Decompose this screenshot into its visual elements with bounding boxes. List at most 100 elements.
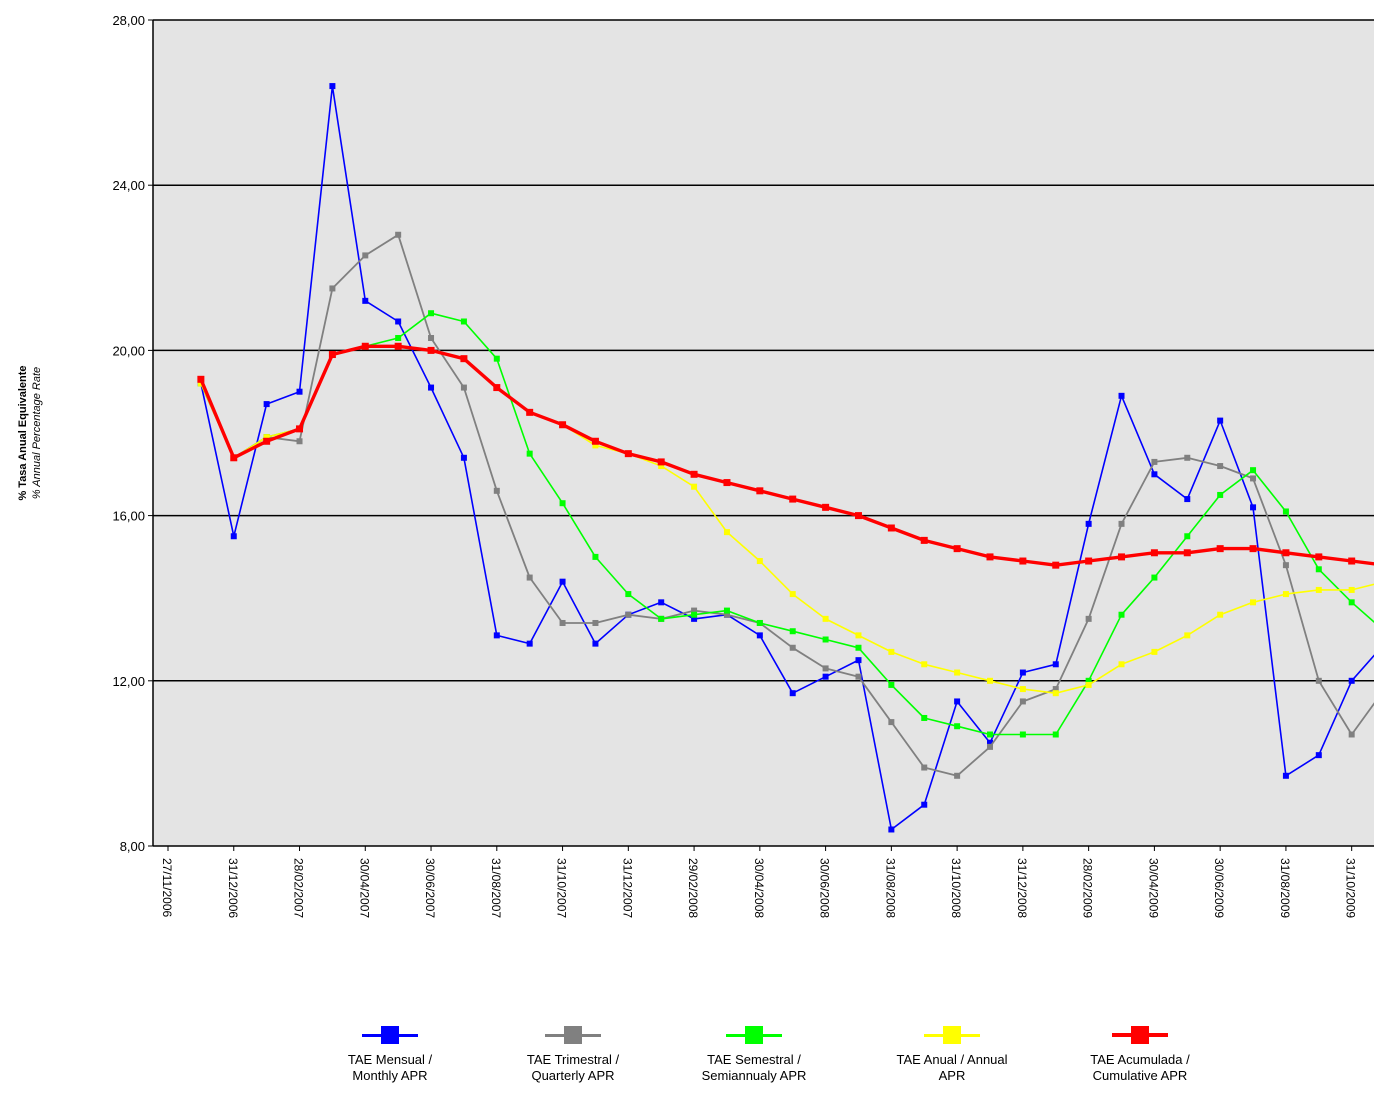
data-point bbox=[329, 83, 336, 90]
data-point bbox=[691, 483, 698, 490]
data-point bbox=[789, 628, 796, 635]
data-point bbox=[1282, 549, 1290, 557]
x-tick-label: 30/06/2009 bbox=[1212, 858, 1226, 918]
x-tick-label: 31/12/2006 bbox=[226, 858, 240, 918]
data-point bbox=[526, 450, 533, 457]
data-point bbox=[789, 495, 797, 503]
data-point bbox=[1150, 549, 1158, 557]
data-point bbox=[559, 421, 567, 429]
data-point bbox=[263, 401, 270, 408]
data-point bbox=[855, 673, 862, 680]
data-point bbox=[1282, 508, 1289, 515]
data-point bbox=[362, 252, 369, 259]
y-axis-ticks: 8,00 12,00 16,00 20,00 24,00 28,00 bbox=[112, 13, 153, 854]
data-point bbox=[987, 739, 993, 746]
data-point bbox=[723, 607, 730, 614]
data-point bbox=[1151, 471, 1158, 478]
data-point bbox=[625, 591, 632, 598]
legend-label-monthly: TAE Mensual / Monthly APR bbox=[300, 1052, 480, 1084]
data-point bbox=[559, 619, 566, 626]
data-point bbox=[888, 826, 895, 833]
x-tick-label: 31/08/2008 bbox=[883, 858, 897, 918]
data-point bbox=[460, 384, 467, 391]
series-line bbox=[200, 312, 1374, 736]
data-point bbox=[1249, 545, 1257, 553]
legend-label-annual: TAE Anual / Annual APR bbox=[862, 1052, 1042, 1084]
data-point bbox=[592, 442, 599, 449]
data-point bbox=[854, 512, 862, 520]
data-point bbox=[395, 318, 402, 325]
x-tick-label: 31/10/2007 bbox=[555, 858, 569, 918]
data-point bbox=[362, 297, 369, 304]
legend-item-annual: TAE Anual / Annual APR bbox=[862, 1024, 1042, 1084]
series-line bbox=[199, 344, 1374, 567]
data-point bbox=[1085, 615, 1092, 622]
legend-swatch-semiannual bbox=[724, 1024, 784, 1046]
legend-label-quarterly: TAE Trimestral / Quarterly APR bbox=[483, 1052, 663, 1084]
data-point bbox=[592, 640, 599, 647]
series-layer bbox=[197, 83, 1374, 833]
data-point bbox=[1315, 752, 1322, 759]
legend: TAE Mensual / Monthly APR TAE Trimestral… bbox=[300, 1024, 1260, 1096]
data-point bbox=[1184, 496, 1191, 503]
data-point bbox=[1348, 731, 1355, 738]
data-point bbox=[296, 388, 303, 395]
legend-item-quarterly: TAE Trimestral / Quarterly APR bbox=[483, 1024, 663, 1084]
data-point bbox=[1019, 557, 1027, 565]
data-point bbox=[428, 335, 435, 342]
data-point bbox=[1183, 549, 1191, 557]
data-point bbox=[1217, 463, 1224, 470]
x-tick-label: 31/10/2008 bbox=[949, 858, 963, 918]
data-point bbox=[1052, 690, 1059, 697]
y-axis-label: % Tasa Anual Equivalente % Annual Percen… bbox=[17, 365, 43, 500]
data-point bbox=[658, 615, 665, 622]
data-point bbox=[756, 619, 763, 626]
x-tick-label: 30/06/2008 bbox=[818, 858, 832, 918]
data-point bbox=[855, 644, 862, 651]
data-point bbox=[756, 487, 764, 495]
y-axis-label-line-2: % Annual Percentage Rate bbox=[31, 367, 43, 499]
data-point bbox=[329, 285, 336, 292]
data-point bbox=[987, 677, 993, 684]
y-tick-label: 8,00 bbox=[120, 839, 145, 854]
data-point bbox=[1217, 417, 1224, 424]
data-point bbox=[1118, 611, 1125, 618]
data-point bbox=[789, 690, 796, 697]
data-point bbox=[1052, 661, 1059, 668]
data-point bbox=[954, 772, 961, 779]
legend-label-cumulative: TAE Acumulada / Cumulative APR bbox=[1050, 1052, 1230, 1084]
data-point bbox=[1118, 520, 1125, 527]
data-point bbox=[1250, 599, 1257, 606]
data-point bbox=[1052, 561, 1060, 569]
data-point bbox=[1348, 599, 1355, 606]
y-tick-label: 24,00 bbox=[112, 178, 145, 193]
legend-label-annual-line-1: TAE Anual / Annual bbox=[896, 1052, 1008, 1067]
data-point bbox=[493, 487, 500, 494]
legend-label-cumulative-line-2: Cumulative APR bbox=[1092, 1068, 1188, 1083]
data-point bbox=[395, 231, 402, 238]
data-point bbox=[920, 536, 928, 544]
data-point bbox=[987, 731, 993, 738]
legend-label-semiannual: TAE Semestral / Semiannualy APR bbox=[664, 1052, 844, 1084]
data-point bbox=[526, 574, 533, 581]
data-point bbox=[1052, 731, 1059, 738]
data-point bbox=[230, 533, 237, 540]
data-point bbox=[460, 454, 467, 461]
data-point bbox=[954, 698, 961, 705]
data-point bbox=[1315, 677, 1322, 684]
data-point bbox=[1348, 586, 1355, 593]
data-point bbox=[427, 346, 435, 354]
data-point bbox=[361, 342, 369, 350]
legend-label-annual-line-2: APR bbox=[938, 1068, 966, 1083]
y-axis-label-line-1: % Tasa Anual Equivalente bbox=[17, 365, 29, 500]
data-point bbox=[921, 714, 928, 721]
legend-label-quarterly-line-2: Quarterly APR bbox=[531, 1068, 615, 1083]
data-point bbox=[822, 673, 829, 680]
data-point bbox=[559, 500, 566, 507]
data-point bbox=[526, 408, 534, 416]
data-point bbox=[855, 632, 862, 639]
data-point bbox=[230, 454, 238, 462]
legend-item-cumulative: TAE Acumulada / Cumulative APR bbox=[1050, 1024, 1230, 1084]
y-tick-label: 28,00 bbox=[112, 13, 145, 28]
series-line bbox=[200, 85, 1374, 831]
